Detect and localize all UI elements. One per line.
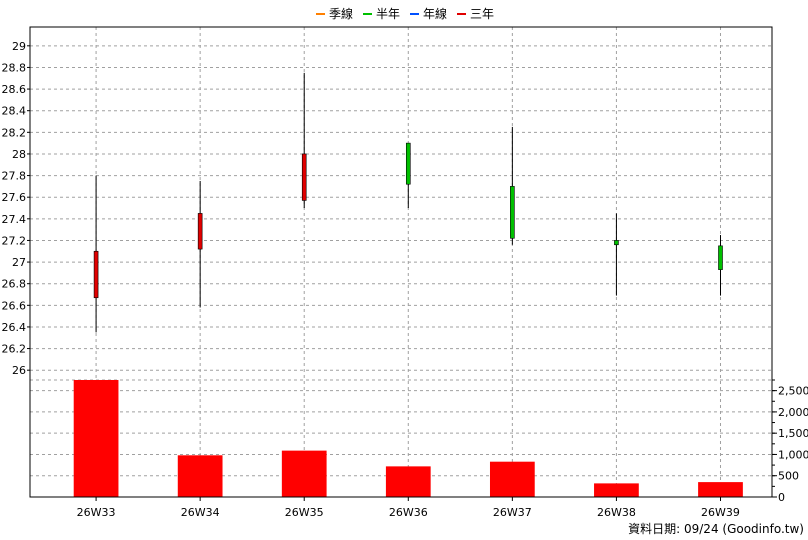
- legend-label: 季線: [329, 6, 353, 21]
- volume-tick-label: 1,000: [778, 448, 808, 461]
- price-tick-label: 27.8: [2, 170, 27, 183]
- price-tick-label: 26.2: [2, 343, 27, 356]
- volume-bar: [698, 482, 743, 497]
- price-tick-label: 27.6: [2, 191, 27, 204]
- volume-bar: [385, 466, 431, 497]
- price-tick-label: 26.4: [2, 321, 27, 334]
- volume-bars: [73, 380, 743, 497]
- grid: [30, 27, 772, 497]
- x-tick-label: 26W39: [701, 506, 740, 519]
- price-tick-label: 27.2: [2, 234, 27, 247]
- x-tick-label: 26W34: [181, 506, 220, 519]
- volume-tick-label: 1,500: [778, 427, 808, 440]
- price-tick-label: 28.2: [2, 126, 27, 139]
- data-date-footer: 資料日期: 09/24 (Goodinfo.tw): [628, 522, 804, 536]
- candle-body: [718, 245, 723, 270]
- volume-bar: [281, 450, 327, 497]
- volume-bar: [177, 455, 223, 497]
- x-tick-label: 26W37: [493, 506, 532, 519]
- price-tick-label: 27: [12, 256, 26, 269]
- x-tick-label: 26W38: [597, 506, 636, 519]
- legend-label: 年線: [423, 6, 447, 21]
- price-tick-label: 26.8: [2, 278, 27, 291]
- volume-tick-label: 500: [778, 470, 799, 483]
- volume-tick-label: 2,000: [778, 406, 808, 419]
- legend-label: 半年: [376, 7, 400, 21]
- x-tick-label: 26W36: [389, 506, 428, 519]
- volume-tick-label: 2,500: [778, 385, 808, 398]
- volume-tick-label: 0: [778, 491, 785, 504]
- candles: [93, 72, 723, 333]
- price-tick-label: 28.4: [2, 105, 27, 118]
- price-tick-label: 28.8: [2, 61, 27, 74]
- legend: 季線 半年 年線 三年: [316, 6, 494, 21]
- candle-body: [614, 240, 619, 246]
- price-tick-label: 28: [12, 148, 26, 161]
- candle-body: [301, 153, 307, 201]
- price-axis: 26 26.2 26.4 26.6 26.8 27 27.2 27.4 27.6 27.8 28 28…: [2, 40, 30, 377]
- price-tick-label: 27.4: [2, 213, 27, 226]
- candle-body: [93, 250, 99, 299]
- candle-body: [405, 142, 411, 185]
- candle-body: [197, 213, 203, 250]
- plot-frame: [29, 26, 773, 498]
- candle-body: [510, 186, 515, 239]
- volume-bar: [594, 483, 639, 497]
- volume-bar: [489, 461, 535, 497]
- legend-label: 三年: [470, 7, 494, 21]
- x-tick-label: 26W35: [285, 506, 324, 519]
- price-tick-label: 26: [12, 364, 26, 377]
- price-tick-label: 29: [12, 40, 26, 53]
- price-tick-label: 28.6: [2, 83, 27, 96]
- volume-axis: 0 500 1,000 1,500 2,000 2,500: [772, 379, 808, 504]
- price-tick-label: 26.6: [2, 299, 27, 312]
- volume-bar: [73, 380, 119, 497]
- x-tick-label: 26W33: [77, 506, 116, 519]
- x-axis: 26W33 26W34 26W35 26W36 26W37 26W38 26W39: [77, 497, 740, 519]
